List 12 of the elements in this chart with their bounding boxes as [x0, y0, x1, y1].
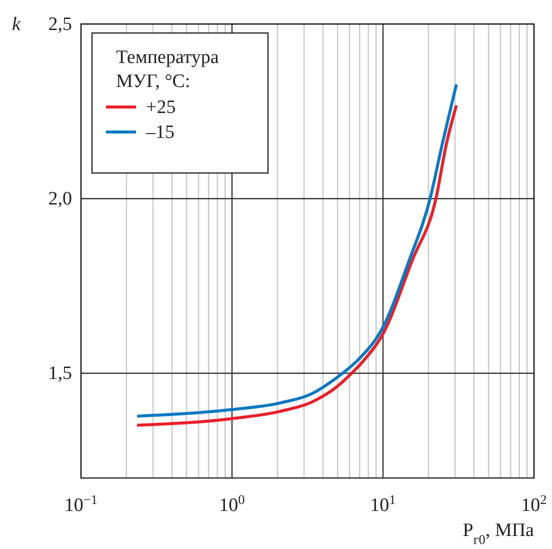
x-tick-label: 10$^{0}$ [219, 492, 246, 516]
y-tick-label: 2,0 [48, 188, 72, 210]
legend-title: Температура МУГ, °C: [116, 47, 220, 92]
x-tick-label: 10$^{2}$ [521, 492, 547, 516]
x-axis-title: P$_{г0}$, МПа [462, 520, 535, 546]
legend-label: –15 [145, 122, 174, 143]
y-tick-label: 2,5 [48, 14, 72, 35]
y-tick-label: 1,5 [48, 363, 72, 384]
x-tick-label: 10$^{−1}$ [64, 492, 98, 516]
legend-label: +25 [146, 97, 176, 118]
x-tick-label: 10$^{1}$ [370, 492, 396, 516]
y-axis-title: k [12, 14, 21, 35]
